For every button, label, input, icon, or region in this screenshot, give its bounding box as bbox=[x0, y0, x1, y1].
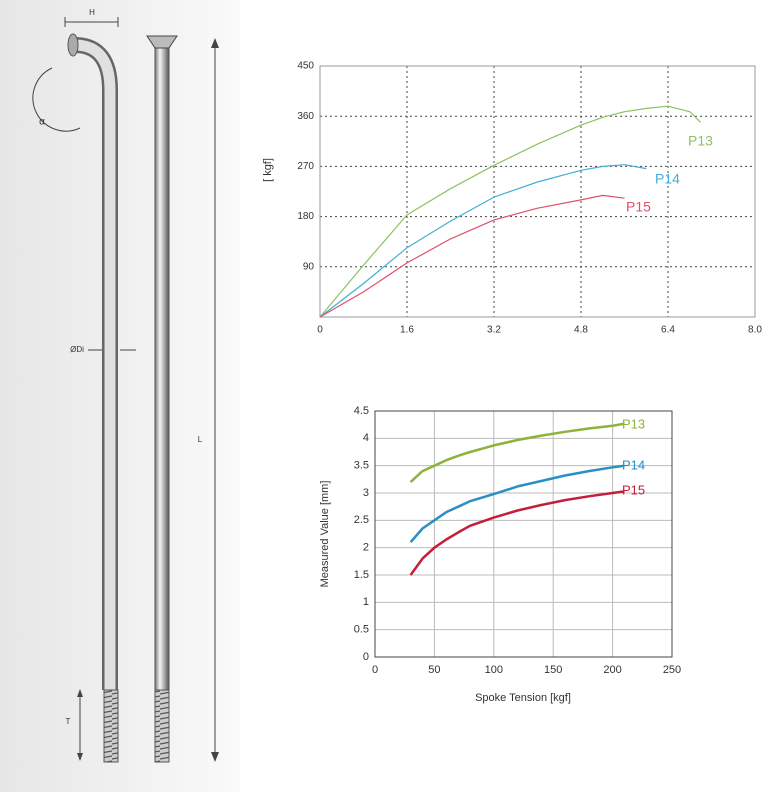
thread bbox=[154, 689, 170, 763]
x-tick-label: 150 bbox=[544, 664, 562, 676]
y-tick-label: 180 bbox=[297, 211, 314, 222]
chart: 0 50 100 150 200 250 0 0.5 1 1.5 2 2.5 3 3.5 4 4.5 P13 P1… bbox=[319, 405, 681, 704]
y-tick-label: 2 bbox=[363, 542, 369, 554]
series-label: P15 bbox=[626, 199, 651, 215]
y-tick-label: 3.5 bbox=[354, 460, 369, 472]
y-axis-label: Measured Value [mm] bbox=[319, 481, 331, 588]
x-tick-label: 1.6 bbox=[400, 325, 414, 336]
series-label: P15 bbox=[622, 482, 645, 497]
x-tick-label: 100 bbox=[485, 664, 503, 676]
series-label: P13 bbox=[688, 133, 713, 149]
dimension-label: H bbox=[89, 8, 95, 17]
y-tick-label: 4.5 bbox=[354, 405, 369, 417]
series-line bbox=[319, 164, 647, 318]
arrowhead bbox=[77, 689, 83, 697]
series-line bbox=[319, 194, 625, 318]
y-tick-label: 360 bbox=[297, 111, 314, 122]
spoke-head bbox=[146, 35, 178, 49]
y-tick-label: 0.5 bbox=[354, 624, 369, 636]
plot-area bbox=[375, 411, 672, 657]
x-tick-label: 50 bbox=[428, 664, 440, 676]
y-tick-label: 3 bbox=[363, 487, 369, 499]
spoke-drawing: H α ØDi L T bbox=[0, 0, 240, 792]
plot-area bbox=[320, 66, 755, 317]
dimension-label: L bbox=[198, 435, 203, 444]
x-axis-label: Spoke Tension [kgf] bbox=[475, 692, 571, 704]
straight-spoke bbox=[154, 45, 170, 691]
y-tick-label: 1 bbox=[363, 596, 369, 608]
drawing-background bbox=[0, 0, 240, 792]
arrowhead bbox=[211, 38, 219, 48]
angle-arc bbox=[32, 67, 81, 132]
y-tick-label: 450 bbox=[297, 61, 314, 72]
arrowhead bbox=[211, 752, 219, 762]
plot-frame bbox=[319, 65, 756, 318]
x-tick-label: 6.4 bbox=[661, 325, 675, 336]
arrowhead bbox=[77, 753, 83, 761]
series-line bbox=[409, 464, 625, 544]
x-tick-label: 3.2 bbox=[487, 325, 501, 336]
x-tick-label: 0 bbox=[372, 664, 378, 676]
y-tick-label: 2.5 bbox=[354, 514, 369, 526]
x-tick-label: 0 bbox=[317, 325, 323, 336]
y-tick-label: 90 bbox=[303, 261, 315, 272]
y-tick-label: 4 bbox=[363, 432, 369, 444]
series-label: P13 bbox=[622, 416, 645, 431]
x-tick-label: 8.0 bbox=[748, 325, 762, 336]
thread bbox=[103, 689, 119, 763]
j-bend-spoke bbox=[75, 39, 116, 690]
dimension-label: T bbox=[66, 717, 71, 726]
series-label: P14 bbox=[622, 457, 645, 472]
series-line bbox=[319, 105, 702, 318]
y-tick-label: 1.5 bbox=[354, 569, 369, 581]
y-axis-label: [ kgf] bbox=[262, 158, 274, 182]
plot-frame bbox=[374, 410, 673, 658]
dimension-label: ØDi bbox=[70, 345, 84, 354]
x-tick-label: 4.8 bbox=[574, 325, 588, 336]
x-tick-label: 200 bbox=[603, 664, 621, 676]
spoke-head bbox=[67, 33, 79, 57]
dimension-label: α bbox=[39, 117, 45, 128]
y-tick-label: 270 bbox=[297, 161, 314, 172]
series-line bbox=[409, 422, 625, 484]
x-tick-label: 250 bbox=[663, 664, 681, 676]
y-tick-label: 0 bbox=[363, 651, 369, 663]
series-line bbox=[409, 490, 625, 576]
series-label: P14 bbox=[655, 171, 680, 187]
